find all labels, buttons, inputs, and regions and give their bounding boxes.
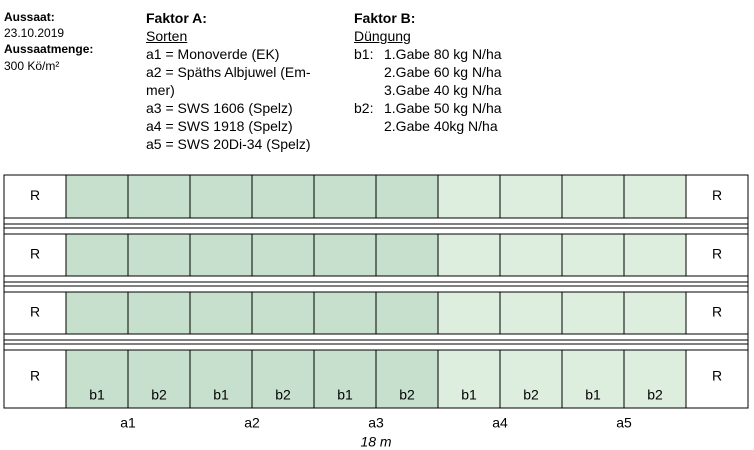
- row-border: [3, 349, 749, 409]
- sowing-date: 23.10.2019: [4, 26, 65, 40]
- rate-label: Aussaatmenge:: [4, 42, 94, 56]
- plot: [437, 174, 501, 219]
- border-plot-left: R: [30, 246, 40, 262]
- plot: [375, 174, 439, 219]
- variety-label: a4: [492, 415, 508, 431]
- plot-label: b1: [337, 387, 353, 403]
- plot: [189, 233, 253, 277]
- border-plot-left: R: [30, 368, 40, 384]
- variety-line: a1 = Monoverde (EK): [146, 46, 280, 62]
- plot-label: b2: [275, 387, 291, 403]
- plot-label: b1: [585, 387, 601, 403]
- plot: [499, 233, 563, 277]
- row-border: [3, 291, 749, 335]
- fertilizer-line: 3.Gabe 40 kg N/ha: [384, 82, 502, 98]
- plot-label: b2: [523, 387, 539, 403]
- plot: [499, 174, 563, 219]
- plot-label: b1: [213, 387, 229, 403]
- factor-b-subtitle: Düngung: [354, 28, 411, 44]
- fertilizer-group: b1:: [354, 46, 374, 62]
- plot: [623, 233, 687, 277]
- field-length: 18 m: [360, 434, 391, 450]
- plot: [437, 291, 501, 335]
- plot: [623, 291, 687, 335]
- plot-label: b2: [647, 387, 663, 403]
- rate-value: 300 Kö/m²: [4, 59, 60, 73]
- plot: [251, 233, 315, 277]
- plot: [375, 233, 439, 277]
- plot: [65, 291, 129, 335]
- plot: [499, 291, 563, 335]
- fertilizer-group: b2:: [354, 100, 374, 116]
- plot: [251, 174, 315, 219]
- factor-b-title: Faktor B:: [354, 10, 416, 26]
- fertilizer-line: 1.Gabe 50 kg N/ha: [384, 100, 502, 116]
- factor-a-subtitle: Sorten: [146, 28, 188, 44]
- plot: [313, 174, 377, 219]
- row-border: [3, 174, 749, 219]
- plot: [623, 349, 687, 409]
- plot: [375, 291, 439, 335]
- plot: [561, 174, 625, 219]
- plot: [65, 233, 129, 277]
- variety-line: mer): [146, 82, 175, 98]
- plot: [251, 291, 315, 335]
- border-plot-right: R: [712, 368, 722, 384]
- plot-label: b1: [89, 387, 105, 403]
- border-plot-left: R: [30, 187, 40, 203]
- border-plot-right: R: [712, 304, 722, 320]
- plot: [189, 291, 253, 335]
- fertilizer-line: 1.Gabe 80 kg N/ha: [384, 46, 502, 62]
- plot: [437, 233, 501, 277]
- plot: [65, 174, 129, 219]
- plot-label: b2: [151, 387, 167, 403]
- plot: [561, 233, 625, 277]
- plot: [375, 349, 439, 409]
- variety-line: a5 = SWS 20Di-34 (Spelz): [146, 136, 311, 152]
- variety-line: a2 = Späths Albjuwel (Em-: [146, 64, 311, 80]
- border-plot-left: R: [30, 304, 40, 320]
- variety-label: a5: [616, 415, 632, 431]
- factor-a-title: Faktor A:: [146, 10, 207, 26]
- fertilizer-line: 2.Gabe 60 kg N/ha: [384, 64, 502, 80]
- variety-line: a4 = SWS 1918 (Spelz): [146, 118, 293, 134]
- border-plot-right: R: [712, 187, 722, 203]
- plot: [313, 349, 377, 409]
- plot: [313, 291, 377, 335]
- plot: [623, 174, 687, 219]
- variety-label: a2: [244, 415, 260, 431]
- variety-line: a3 = SWS 1606 (Spelz): [146, 100, 293, 116]
- plot-label: b2: [399, 387, 415, 403]
- plot: [561, 291, 625, 335]
- plot: [313, 233, 377, 277]
- plot: [127, 233, 191, 277]
- variety-label: a3: [368, 415, 384, 431]
- row-border: [3, 233, 749, 277]
- plot: [127, 174, 191, 219]
- plot-label: b1: [461, 387, 477, 403]
- plot: [189, 174, 253, 219]
- border-plot-right: R: [712, 246, 722, 262]
- fertilizer-line: 2.Gabe 40kg N/ha: [384, 118, 498, 134]
- sowing-label: Aussaat:: [4, 10, 55, 24]
- variety-label: a1: [120, 415, 136, 431]
- plot: [127, 291, 191, 335]
- plot: [561, 349, 625, 409]
